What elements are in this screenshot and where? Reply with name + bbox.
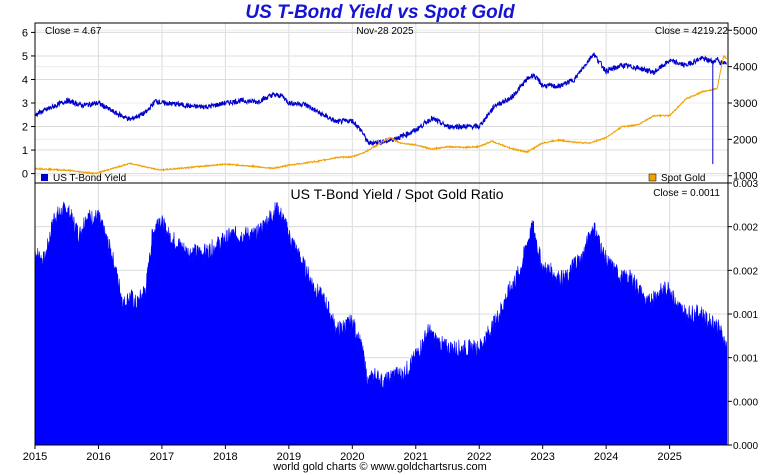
chart-title: US T-Bond Yield vs Spot Gold xyxy=(245,2,515,23)
y-right-tick-label-5000: 5000 xyxy=(733,25,757,37)
bottom-y-tick-label-2: 0.001 xyxy=(733,354,758,365)
x-tick-label-2021: 2021 xyxy=(404,451,428,463)
axis-labels: 2015 2016 2017 2018 2019 2020 2021 2022 2023 2024… xyxy=(22,25,759,463)
top-date-annotation: Nov-28 2025 xyxy=(356,26,414,37)
legend-label-gold: Spot Gold xyxy=(661,173,705,184)
x-tick-label-2017: 2017 xyxy=(150,451,174,463)
axis-ticks xyxy=(31,29,732,449)
x-tick-label-2025: 2025 xyxy=(657,451,681,463)
y-left-tick-label-2: 2 xyxy=(22,122,28,134)
y-right-tick-label-1000: 1000 xyxy=(733,171,757,183)
footer-credit: world gold charts © www.goldchartsrus.co… xyxy=(273,461,487,473)
y-right-tick-label-2000: 2000 xyxy=(733,134,757,146)
top-panel-series xyxy=(34,52,728,176)
bottom-y-tick-label-5: 0.002 xyxy=(733,223,758,234)
y-left-tick-label-1: 1 xyxy=(22,145,28,157)
x-tick-label-2019: 2019 xyxy=(277,451,301,463)
x-tick-label-2015: 2015 xyxy=(23,451,47,463)
legend-label-yield: US T-Bond Yield xyxy=(53,173,126,184)
ratio-area xyxy=(34,201,727,446)
top-close-right: Close = 4219.22 xyxy=(655,26,729,37)
series-line-us-t-bond-yield xyxy=(34,52,727,147)
x-tick-label-2016: 2016 xyxy=(86,451,110,463)
y-left-tick-label-6: 6 xyxy=(22,27,28,39)
bottom-y-tick-label-1: 0.000 xyxy=(733,397,758,408)
legend-swatch-gold xyxy=(648,173,657,182)
x-tick-label-2023: 2023 xyxy=(530,451,554,463)
bottom-close-right: Close = 0.0011 xyxy=(653,188,720,199)
y-left-tick-label-0: 0 xyxy=(22,169,28,181)
y-right-tick-label-4000: 4000 xyxy=(733,62,757,74)
y-left-tick-label-4: 4 xyxy=(22,74,28,86)
x-tick-label-2020: 2020 xyxy=(340,451,364,463)
x-tick-label-2024: 2024 xyxy=(594,451,618,463)
bottom-y-tick-label-3: 0.001 xyxy=(733,310,758,321)
top-panel-grid xyxy=(34,23,728,183)
bottom-panel-title: US T-Bond Yield / Spot Gold Ratio xyxy=(291,186,504,202)
bottom-y-tick-label-4: 0.002 xyxy=(733,266,758,277)
y-left-tick-label-5: 5 xyxy=(22,51,28,63)
x-tick-label-2022: 2022 xyxy=(467,451,491,463)
bottom-y-tick-label-0: 0.000 xyxy=(733,441,758,452)
x-tick-label-2018: 2018 xyxy=(213,451,237,463)
y-left-tick-label-3: 3 xyxy=(22,98,28,110)
bottom-y-tick-label-6: 0.003 xyxy=(733,179,758,190)
top-close-left: Close = 4.67 xyxy=(45,26,102,37)
legend-swatch-yield xyxy=(41,174,48,181)
ratio-area-layer xyxy=(34,201,727,446)
y-right-tick-label-3000: 3000 xyxy=(733,98,757,110)
series-line-spot-gold xyxy=(34,55,728,176)
